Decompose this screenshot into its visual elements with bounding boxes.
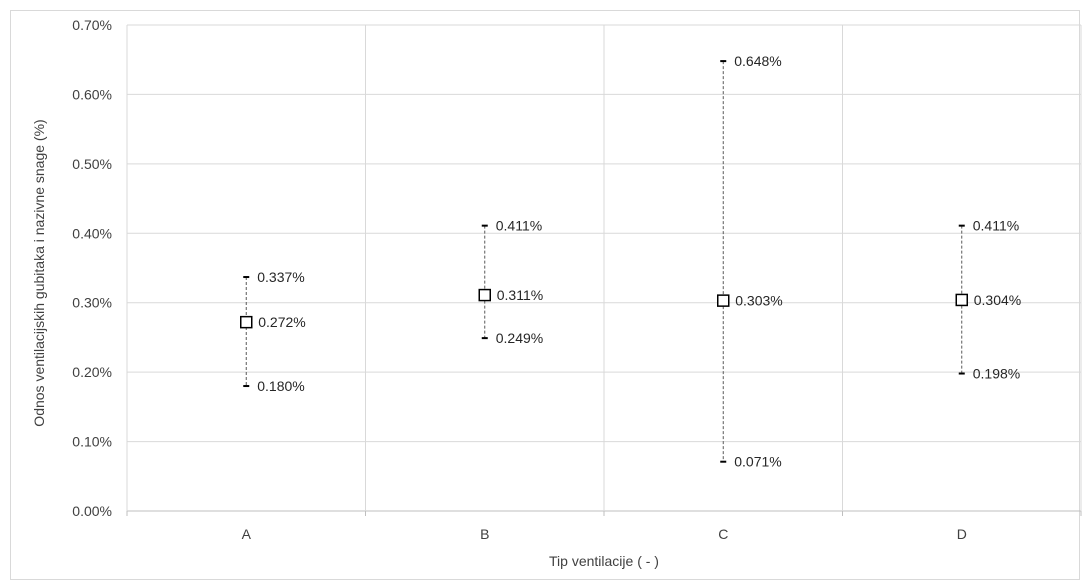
y-tick-label: 0.30% [72,295,112,311]
min-data-label: 0.071% [734,454,781,470]
markers [240,288,968,329]
mean-marker [240,315,253,329]
max-data-label: 0.648% [734,53,781,69]
mean-data-label: 0.272% [258,314,305,330]
y-tick-label: 0.10% [72,434,112,450]
mean-data-label: 0.304% [974,292,1021,308]
grid-layer [126,24,1082,516]
y-tick-labels: 0.00% 0.10% 0.20% 0.30% 0.40% 0.50% 0.60% 0.70% [72,17,112,519]
y-axis-title: Odnos ventilacijskih gubitaka i nazivne … [31,119,47,426]
mean-data-label: 0.303% [735,293,782,309]
max-data-label: 0.411% [973,218,1019,234]
y-tick-label: 0.00% [72,503,112,519]
chart-frame [10,10,1080,580]
max-data-label: 0.337% [257,269,304,285]
y-tick-label: 0.60% [72,86,112,102]
x-category-label: C [718,526,728,542]
y-tick-label: 0.40% [72,225,112,241]
min-data-label: 0.249% [496,330,543,346]
min-data-label: 0.198% [973,366,1020,382]
x-category-label: B [480,526,489,542]
mean-marker [955,293,968,307]
data-labels: 0.337% 0.272% 0.180% 0.411% 0.311% 0.249% 0.64… [257,53,1021,470]
max-data-label: 0.411% [496,218,542,234]
x-axis-title: Tip ventilacije ( - ) [549,553,659,569]
x-category-label: A [242,526,252,542]
y-tick-label: 0.20% [72,364,112,380]
mean-marker [478,288,491,302]
y-tick-label: 0.70% [72,17,112,33]
mean-data-label: 0.311% [497,287,543,303]
y-tick-label: 0.50% [72,156,112,172]
x-category-labels: A B C D [242,526,967,542]
mean-marker [717,294,730,307]
x-category-label: D [957,526,967,542]
min-data-label: 0.180% [257,378,304,394]
range-lines [243,60,965,463]
